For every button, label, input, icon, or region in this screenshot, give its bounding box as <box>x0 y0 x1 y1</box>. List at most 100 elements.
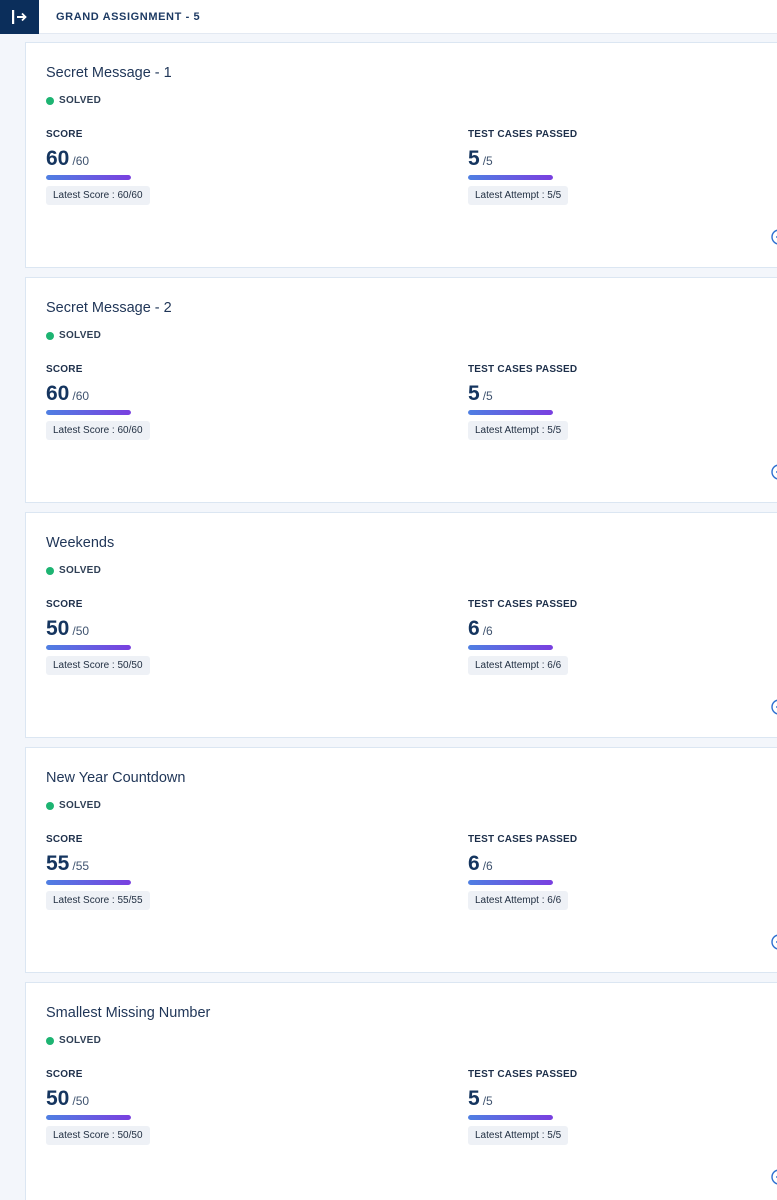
question-title: Smallest Missing Number <box>46 1005 211 1021</box>
question-card[interactable]: Weekends SOLVED SCORE 50 /50 Latest Scor… <box>25 512 777 738</box>
sidebar-toggle-button[interactable] <box>0 0 39 34</box>
status-badge: SOLVED <box>46 95 101 106</box>
score-value: 60 /60 <box>46 382 150 406</box>
tests-main: 5 <box>468 1087 480 1110</box>
score-metric: SCORE 60 /60 Latest Score : 60/60 <box>46 364 150 440</box>
tests-metric: TEST CASES PASSED 5 /5 Latest Attempt : … <box>468 129 577 205</box>
sidebar-expand-icon <box>12 10 27 24</box>
top-header: GRAND ASSIGNMENT - 5 <box>0 0 777 34</box>
tests-progress-bar <box>468 175 553 180</box>
left-rail <box>0 34 25 1200</box>
tests-label: TEST CASES PASSED <box>468 364 578 375</box>
tests-total: /6 <box>482 859 493 873</box>
status-text: SOLVED <box>59 95 102 106</box>
question-title: Weekends <box>46 535 115 551</box>
score-main: 60 <box>46 147 70 170</box>
status-badge: SOLVED <box>46 800 101 811</box>
page-title: GRAND ASSIGNMENT - 5 <box>56 11 201 23</box>
latest-attempt-chip: Latest Attempt : 5/5 <box>468 421 569 440</box>
tests-main: 5 <box>468 382 480 405</box>
question-title: New Year Countdown <box>46 770 186 786</box>
tests-value: 6 /6 <box>468 852 577 876</box>
solved-dot-icon <box>46 96 54 105</box>
tests-metric: TEST CASES PASSED 6 /6 Latest Attempt : … <box>468 834 577 910</box>
question-title: Secret Message - 1 <box>46 65 172 81</box>
tests-progress-fill <box>468 645 553 650</box>
tests-progress-fill <box>468 1115 553 1120</box>
score-progress-bar <box>46 175 131 180</box>
score-label: SCORE <box>46 1069 83 1080</box>
latest-score-chip: Latest Score : 60/60 <box>46 186 150 205</box>
score-main: 55 <box>46 852 70 875</box>
tests-progress-fill <box>468 175 553 180</box>
expand-circle-icon[interactable] <box>771 1169 777 1185</box>
score-metric: SCORE 50 /50 Latest Score : 50/50 <box>46 1069 150 1145</box>
tests-metric: TEST CASES PASSED 5 /5 Latest Attempt : … <box>468 1069 577 1145</box>
status-text: SOLVED <box>59 800 102 811</box>
expand-circle-icon[interactable] <box>771 229 777 245</box>
question-card[interactable]: Smallest Missing Number SOLVED SCORE 50 … <box>25 982 777 1200</box>
score-metric: SCORE 60 /60 Latest Score : 60/60 <box>46 129 150 205</box>
tests-metric: TEST CASES PASSED 5 /5 Latest Attempt : … <box>468 364 577 440</box>
tests-label: TEST CASES PASSED <box>468 1069 578 1080</box>
tests-label: TEST CASES PASSED <box>468 129 578 140</box>
score-total: /50 <box>72 1094 90 1108</box>
question-title: Secret Message - 2 <box>46 300 172 316</box>
tests-value: 6 /6 <box>468 617 577 641</box>
tests-label: TEST CASES PASSED <box>468 834 578 845</box>
tests-progress-bar <box>468 880 553 885</box>
solved-dot-icon <box>46 331 54 340</box>
status-badge: SOLVED <box>46 1035 101 1046</box>
expand-circle-icon[interactable] <box>771 464 777 480</box>
status-text: SOLVED <box>59 1035 102 1046</box>
score-progress-fill <box>46 645 131 650</box>
expand-circle-icon[interactable] <box>771 699 777 715</box>
score-progress-bar <box>46 880 131 885</box>
question-card[interactable]: Secret Message - 1 SOLVED SCORE 60 /60 L… <box>25 42 777 268</box>
score-value: 60 /60 <box>46 147 150 171</box>
tests-main: 6 <box>468 852 480 875</box>
score-progress-bar <box>46 1115 131 1120</box>
score-total: /60 <box>72 154 90 168</box>
tests-metric: TEST CASES PASSED 6 /6 Latest Attempt : … <box>468 599 577 675</box>
latest-attempt-chip: Latest Attempt : 6/6 <box>468 656 569 675</box>
score-metric: SCORE 50 /50 Latest Score : 50/50 <box>46 599 150 675</box>
tests-value: 5 /5 <box>468 147 577 171</box>
tests-progress-bar <box>468 1115 553 1120</box>
latest-score-chip: Latest Score : 50/50 <box>46 1126 150 1145</box>
status-badge: SOLVED <box>46 330 101 341</box>
score-value: 50 /50 <box>46 617 150 641</box>
status-badge: SOLVED <box>46 565 101 576</box>
score-total: /60 <box>72 389 90 403</box>
score-label: SCORE <box>46 129 83 140</box>
question-card[interactable]: New Year Countdown SOLVED SCORE 55 /55 L… <box>25 747 777 973</box>
solved-dot-icon <box>46 566 54 575</box>
question-card[interactable]: Secret Message - 2 SOLVED SCORE 60 /60 L… <box>25 277 777 503</box>
score-value: 50 /50 <box>46 1087 150 1111</box>
latest-attempt-chip: Latest Attempt : 5/5 <box>468 186 569 205</box>
tests-progress-fill <box>468 410 553 415</box>
latest-attempt-chip: Latest Attempt : 6/6 <box>468 891 569 910</box>
score-total: /55 <box>72 859 90 873</box>
latest-score-chip: Latest Score : 55/55 <box>46 891 150 910</box>
solved-dot-icon <box>46 1036 54 1045</box>
tests-label: TEST CASES PASSED <box>468 599 578 610</box>
tests-total: /5 <box>482 154 493 168</box>
score-metric: SCORE 55 /55 Latest Score : 55/55 <box>46 834 150 910</box>
score-progress-fill <box>46 410 131 415</box>
score-progress-fill <box>46 880 131 885</box>
score-progress-bar <box>46 410 131 415</box>
tests-progress-fill <box>468 880 553 885</box>
score-label: SCORE <box>46 364 83 375</box>
solved-dot-icon <box>46 801 54 810</box>
score-main: 50 <box>46 617 70 640</box>
tests-value: 5 /5 <box>468 382 577 406</box>
tests-total: /6 <box>482 624 493 638</box>
expand-circle-icon[interactable] <box>771 934 777 950</box>
score-label: SCORE <box>46 834 83 845</box>
score-progress-fill <box>46 1115 131 1120</box>
score-value: 55 /55 <box>46 852 150 876</box>
score-progress-bar <box>46 645 131 650</box>
tests-main: 5 <box>468 147 480 170</box>
tests-total: /5 <box>482 1094 493 1108</box>
